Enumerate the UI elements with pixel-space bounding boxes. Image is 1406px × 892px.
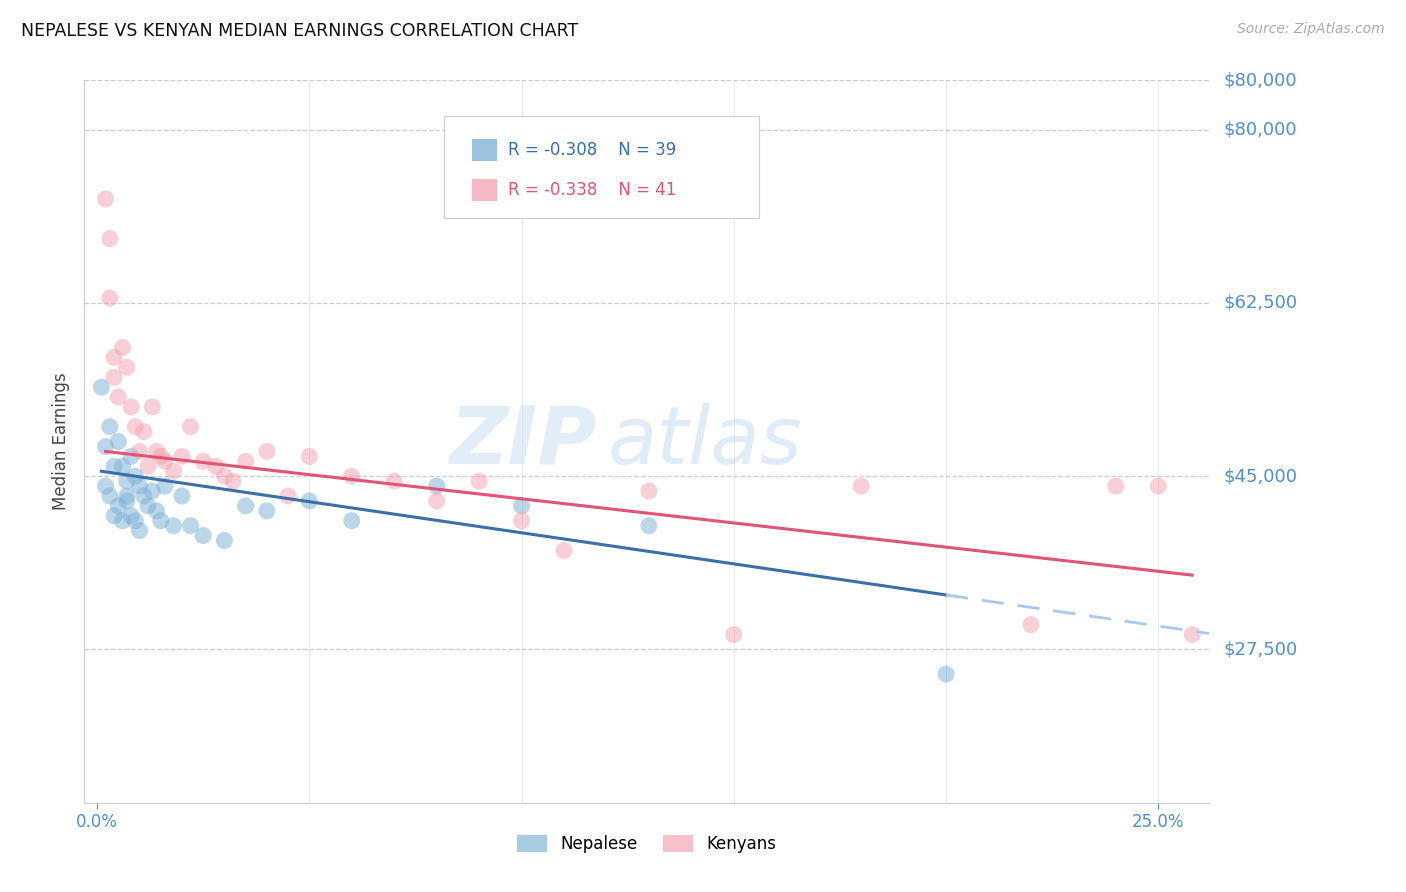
Point (340, 469, 363, 483)
Point (103, 370, 125, 384)
Point (193, 528, 215, 542)
Point (193, 454, 215, 468)
FancyBboxPatch shape (444, 117, 759, 218)
Point (1019, 617, 1042, 632)
Point (382, 474, 405, 488)
Point (849, 479, 872, 493)
Point (136, 459, 159, 474)
Point (468, 474, 491, 488)
Point (98, 419, 121, 434)
Point (235, 454, 257, 468)
Point (340, 514, 363, 528)
Point (124, 469, 146, 483)
Point (1105, 479, 1128, 493)
Text: $45,000: $45,000 (1223, 467, 1298, 485)
Point (553, 543, 575, 558)
Point (98, 291, 121, 305)
Text: $80,000: $80,000 (1223, 120, 1296, 139)
Point (103, 351, 125, 365)
Point (170, 450, 193, 464)
Point (120, 450, 142, 464)
Point (103, 459, 125, 474)
Text: $80,000: $80,000 (1223, 71, 1296, 89)
Point (298, 494, 321, 508)
Point (107, 434, 129, 449)
Point (111, 514, 134, 528)
Point (638, 483, 661, 498)
Point (1181, 627, 1204, 641)
Point (510, 514, 533, 528)
Point (107, 390, 129, 404)
Point (128, 444, 150, 458)
Point (179, 518, 201, 533)
Point (90, 380, 112, 394)
Point (510, 499, 533, 513)
Point (426, 479, 449, 493)
Point (98, 489, 121, 503)
Point (94, 440, 117, 454)
Point (638, 518, 661, 533)
Point (111, 341, 134, 355)
Point (149, 450, 172, 464)
Point (298, 450, 321, 464)
Bar (472, 139, 498, 161)
Point (141, 483, 163, 498)
Text: $27,500: $27,500 (1223, 640, 1298, 658)
Bar (472, 179, 498, 201)
Point (128, 479, 150, 493)
Point (935, 667, 957, 681)
Point (107, 499, 129, 513)
Point (124, 514, 146, 528)
Point (115, 474, 138, 488)
Legend: Nepalese, Kenyans: Nepalese, Kenyans (510, 828, 783, 860)
Point (214, 469, 236, 483)
Point (149, 514, 172, 528)
Point (120, 400, 142, 414)
Point (98, 232, 121, 246)
Text: NEPALESE VS KENYAN MEDIAN EARNINGS CORRELATION CHART: NEPALESE VS KENYAN MEDIAN EARNINGS CORRE… (21, 22, 578, 40)
Point (124, 419, 146, 434)
Point (235, 499, 257, 513)
Point (179, 419, 201, 434)
Y-axis label: Median Earnings: Median Earnings (52, 373, 70, 510)
Point (277, 489, 299, 503)
Point (103, 508, 125, 523)
Text: R = -0.308    N = 39: R = -0.308 N = 39 (509, 141, 676, 159)
Point (94, 192, 117, 206)
Point (115, 494, 138, 508)
Text: ZIP: ZIP (449, 402, 596, 481)
Text: Source: ZipAtlas.com: Source: ZipAtlas.com (1237, 22, 1385, 37)
Point (111, 459, 134, 474)
Point (94, 479, 117, 493)
Point (145, 444, 167, 458)
Point (222, 474, 245, 488)
Point (162, 518, 184, 533)
Point (256, 444, 278, 458)
Point (1147, 479, 1170, 493)
Point (145, 504, 167, 518)
Point (214, 533, 236, 548)
Point (132, 489, 155, 503)
Point (162, 464, 184, 478)
Text: R = -0.338    N = 41: R = -0.338 N = 41 (509, 181, 676, 199)
Point (115, 360, 138, 375)
Point (256, 504, 278, 518)
Point (426, 494, 449, 508)
Point (115, 489, 138, 503)
Point (153, 479, 176, 493)
Text: atlas: atlas (607, 402, 803, 481)
Point (120, 508, 142, 523)
Point (128, 524, 150, 538)
Text: $62,500: $62,500 (1223, 294, 1298, 312)
Point (723, 627, 745, 641)
Point (153, 454, 176, 468)
Point (205, 459, 228, 474)
Point (170, 489, 193, 503)
Point (132, 425, 155, 439)
Point (136, 499, 159, 513)
Point (141, 400, 163, 414)
